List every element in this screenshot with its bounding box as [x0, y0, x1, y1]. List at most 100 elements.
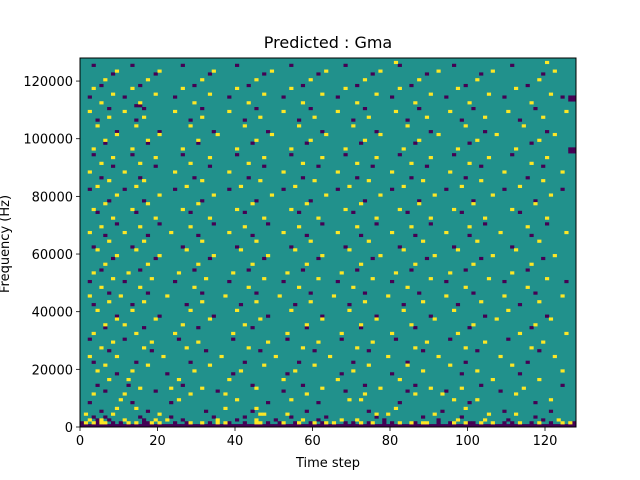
heatmap-cell-high — [114, 132, 120, 137]
heatmap-cell-high — [111, 92, 116, 96]
heatmap-cell-high — [401, 147, 406, 151]
heatmap-cell-low — [459, 210, 464, 214]
heatmap-cell-high — [455, 331, 461, 336]
heatmap-cell-low — [142, 418, 147, 422]
heatmap-cell-low — [444, 95, 449, 99]
heatmap-cell-high — [568, 421, 573, 425]
heatmap-cell-high — [153, 92, 158, 96]
heatmap-cell-high — [436, 354, 441, 359]
heatmap-cell-low — [397, 63, 402, 67]
heatmap-cell-high — [157, 193, 162, 197]
heatmap-cell-low — [273, 418, 278, 422]
heatmap-cell-low — [184, 421, 189, 425]
heatmap-cell-low — [111, 424, 116, 428]
heatmap-cell-low — [142, 199, 147, 203]
heatmap-cell-high — [192, 101, 197, 105]
heatmap-cell-high — [475, 239, 480, 243]
heatmap-cell-low — [145, 141, 151, 145]
heatmap-cell-low — [502, 424, 507, 428]
heatmap-cell-high — [223, 406, 228, 410]
heatmap-cell-low — [308, 291, 313, 295]
heatmap-cell-high — [192, 369, 197, 373]
heatmap-cell-low — [510, 63, 515, 67]
heatmap-cell-low — [169, 424, 174, 428]
heatmap-cell-low — [514, 424, 519, 428]
heatmap-cell-low — [281, 279, 286, 284]
plot-area — [80, 58, 576, 427]
heatmap-cell-low — [107, 349, 112, 353]
heatmap-cell-high — [188, 161, 193, 165]
heatmap-cell-low — [320, 130, 325, 134]
heatmap-cell-high — [362, 78, 368, 82]
heatmap-cell-high — [242, 323, 247, 327]
heatmap-cell-low — [227, 95, 232, 99]
heatmap-cell-low — [502, 279, 507, 284]
heatmap-cell-high — [455, 248, 461, 252]
heatmap-cell-low — [413, 233, 418, 238]
heatmap-cell-low — [262, 164, 267, 168]
heatmap-cell-high — [467, 161, 472, 165]
heatmap-cell-high — [207, 92, 213, 96]
heatmap-cell-high — [339, 271, 344, 275]
heatmap-cell-low — [227, 421, 232, 425]
heatmap-cell-low — [87, 337, 92, 341]
heatmap-cell-low — [506, 424, 511, 428]
heatmap-cell-low — [568, 95, 573, 99]
heatmap-cell-low — [533, 401, 538, 405]
heatmap-cell-high — [188, 225, 193, 229]
heatmap-cell-high — [409, 161, 414, 165]
heatmap-cell-low — [545, 130, 550, 134]
heatmap-cell-high — [459, 386, 464, 390]
heatmap-cell-low — [529, 421, 534, 425]
heatmap-cell-low — [572, 421, 577, 425]
heatmap-cell-low — [359, 233, 364, 238]
heatmap-cell-low — [428, 314, 433, 318]
heatmap-cell-high — [103, 421, 108, 425]
heatmap-cell-high — [262, 216, 267, 220]
heatmap-cell-high — [211, 193, 216, 197]
heatmap-cell-low — [91, 415, 96, 419]
y-tick-label: 20000 — [32, 363, 73, 378]
heatmap-cell-low — [95, 118, 100, 122]
heatmap-cell-low — [204, 424, 209, 428]
heatmap-cell-low — [165, 424, 170, 428]
heatmap-cell-low — [525, 176, 530, 180]
heatmap-cell-low — [428, 424, 433, 428]
heatmap-cell-low — [103, 141, 108, 145]
heatmap-cell-high — [95, 369, 100, 373]
heatmap-cell-high — [246, 161, 251, 165]
plot-frame — [79, 57, 577, 428]
heatmap-cell-low — [444, 424, 449, 428]
heatmap-cell-low — [452, 63, 457, 67]
heatmap-cell-high — [238, 248, 244, 252]
heatmap-cell-low — [188, 210, 193, 214]
heatmap-cell-low — [440, 409, 445, 413]
heatmap-cell-high — [455, 418, 461, 422]
heatmap-cell-low — [324, 424, 329, 428]
heatmap-cell-high — [99, 418, 104, 422]
heatmap-cell-high — [223, 294, 228, 298]
heatmap-cell-high — [134, 124, 139, 128]
heatmap-cell-high — [514, 412, 519, 416]
heatmap-cell-high — [324, 421, 329, 425]
heatmap-cell-high — [324, 193, 329, 197]
heatmap-cell-high — [130, 207, 135, 212]
heatmap-cell-high — [483, 340, 488, 344]
heatmap-cell-high — [514, 86, 519, 91]
heatmap-cell-low — [134, 210, 139, 214]
heatmap-cell-high — [114, 69, 120, 73]
heatmap-cell-low — [316, 72, 321, 76]
heatmap-cell-high — [200, 115, 205, 119]
heatmap-cell-low — [533, 107, 538, 111]
heatmap-cell-high — [142, 239, 147, 243]
heatmap-cell-low — [459, 415, 464, 419]
heatmap-cell-low — [517, 372, 523, 376]
heatmap-cell-high — [320, 317, 325, 321]
x-axis-label: Time step — [295, 456, 360, 471]
heatmap-cell-high — [122, 109, 127, 114]
heatmap-cell-high — [91, 207, 96, 212]
heatmap-cell-low — [95, 421, 100, 425]
heatmap-cell-high — [564, 109, 569, 114]
heatmap-cell-high — [483, 216, 488, 220]
heatmap-cell-high — [99, 161, 104, 165]
